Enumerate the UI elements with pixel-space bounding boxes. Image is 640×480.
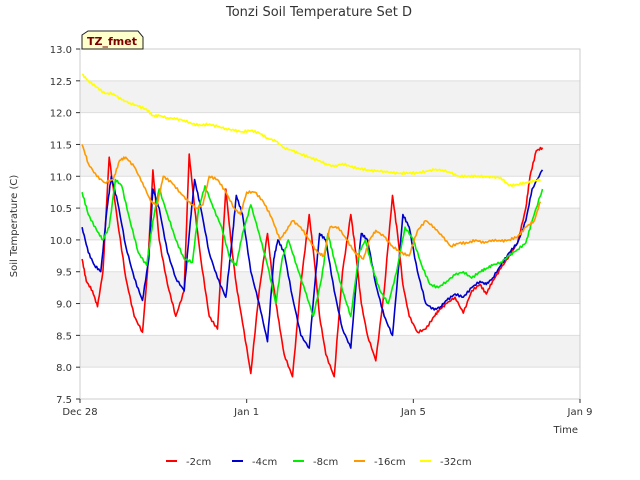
y-axis-label: Soil Temperature (C) bbox=[9, 175, 20, 278]
legend-label: -8cm bbox=[313, 457, 338, 468]
legend-label: -16cm bbox=[374, 457, 406, 468]
legend-label: -4cm bbox=[252, 457, 277, 468]
y-axis-ticks: 7.5 8.0 8.5 9.0 9.5 10.0 10.5 11.0 11.5 12.0 12.5 1… bbox=[50, 45, 80, 406]
plot-band bbox=[80, 271, 580, 304]
annotation-box: TZ_fmet bbox=[81, 30, 144, 50]
plot-band bbox=[80, 112, 580, 145]
legend-label: -2cm bbox=[186, 457, 211, 468]
plot-band bbox=[80, 49, 580, 81]
x-axis-label: Time bbox=[553, 425, 578, 436]
series-line-32cmcm bbox=[82, 73, 542, 188]
plot-band bbox=[80, 144, 580, 177]
series-line-8cmcm bbox=[81, 178, 544, 318]
x-tick-label: Jan 9 bbox=[567, 407, 593, 418]
plot-band bbox=[80, 367, 580, 399]
plot-frame bbox=[79, 48, 581, 400]
x-tick-label: Jan 5 bbox=[400, 407, 426, 418]
x-tick-label: Dec 28 bbox=[62, 407, 97, 418]
y-tick-label: 12.5 bbox=[50, 77, 72, 88]
annotation-box-shape bbox=[81, 30, 144, 50]
y-tick-label: 13.0 bbox=[50, 45, 72, 56]
y-tick-label: 10.5 bbox=[50, 204, 72, 215]
y-tick-label: 8.5 bbox=[56, 331, 72, 342]
plot-bands bbox=[79, 48, 581, 400]
x-tick-label: Jan 1 bbox=[233, 407, 259, 418]
legend-label: -32cm bbox=[440, 457, 472, 468]
plot-band bbox=[80, 80, 580, 113]
series-line-2cmcm bbox=[81, 146, 544, 378]
chart-title: Tonzi Soil Temperature Set D bbox=[225, 5, 412, 20]
y-tick-label: 8.0 bbox=[56, 363, 72, 374]
x-axis-ticks: Dec 28 Jan 1 Jan 5 Jan 9 bbox=[62, 399, 592, 418]
series-line-4cmcm bbox=[81, 169, 544, 349]
series-line-16cmcm bbox=[81, 144, 542, 260]
plot-band bbox=[80, 335, 580, 368]
y-tick-label: 11.5 bbox=[50, 140, 72, 151]
y-tick-label: 12.0 bbox=[50, 109, 72, 120]
y-tick-label: 10.0 bbox=[50, 236, 72, 247]
plot-band bbox=[80, 303, 580, 336]
legend: -2cm -4cm -8cm -16cm -32cm bbox=[166, 457, 472, 468]
y-tick-label: 11.0 bbox=[50, 172, 72, 183]
y-tick-label: 9.5 bbox=[56, 268, 72, 279]
y-tick-label: 7.5 bbox=[56, 395, 72, 406]
annotation-text: TZ_fmet bbox=[87, 35, 137, 48]
series-lines bbox=[81, 73, 544, 378]
y-tick-label: 9.0 bbox=[56, 300, 72, 311]
